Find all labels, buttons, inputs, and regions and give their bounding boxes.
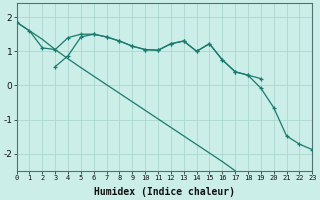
X-axis label: Humidex (Indice chaleur): Humidex (Indice chaleur) [94,186,235,197]
